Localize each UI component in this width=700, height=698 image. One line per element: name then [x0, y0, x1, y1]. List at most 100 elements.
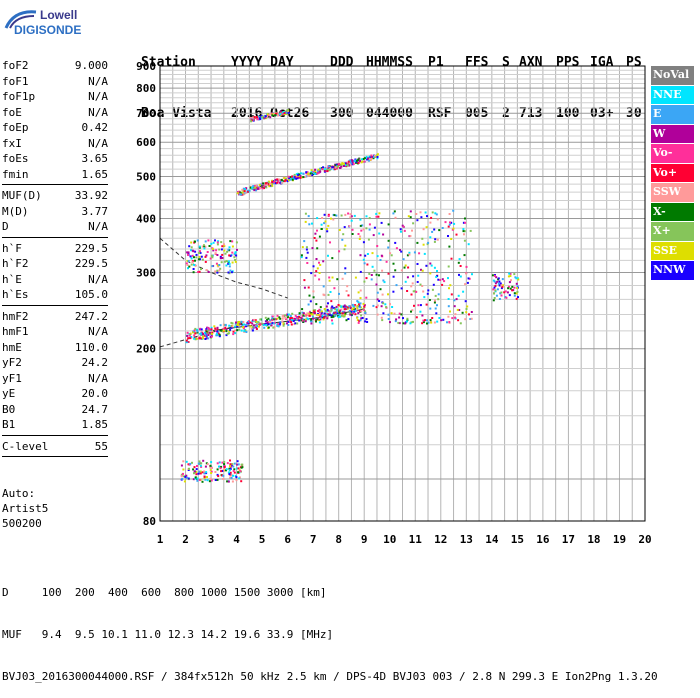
echo-point [183, 475, 185, 478]
echo-point [269, 323, 272, 325]
param-name: h`Es [2, 288, 29, 301]
echo-point [218, 461, 221, 464]
echo-point [216, 264, 219, 267]
echo-point [351, 308, 354, 311]
echo-point [255, 320, 258, 323]
echo-point [265, 320, 268, 323]
echo-point [372, 234, 375, 237]
echo-point [209, 469, 212, 472]
echo-point [239, 191, 242, 194]
echo-point [204, 255, 207, 258]
echo-point [301, 319, 304, 322]
echo-point [180, 475, 183, 478]
echo-point [435, 312, 438, 315]
echo-point [222, 243, 225, 246]
y-tick-label: 900 [136, 60, 156, 73]
echo-point [182, 468, 185, 471]
echo-point [222, 327, 225, 330]
echo-point [204, 333, 207, 336]
echo-point [403, 266, 406, 269]
echo-point [420, 216, 423, 219]
echo-point [218, 248, 221, 251]
echo-point [336, 312, 339, 314]
echo-point [318, 308, 321, 311]
echo-point [207, 271, 210, 273]
echo-point [315, 239, 318, 242]
echo-point [236, 324, 239, 326]
echo-point [212, 249, 215, 252]
echo-point [338, 313, 341, 316]
echo-point [392, 262, 395, 265]
echo-point [250, 120, 253, 123]
echo-point [358, 310, 361, 313]
echo-point [392, 290, 395, 293]
echo-point [199, 332, 202, 335]
echo-point [358, 303, 360, 306]
echo-point [209, 477, 212, 480]
param-value: N/A [88, 272, 108, 286]
echo-point [219, 467, 222, 470]
echo-point [249, 325, 252, 328]
echo-point [322, 285, 325, 288]
x-tick-label: 14 [485, 533, 499, 546]
echo-point [201, 335, 204, 338]
echo-point [395, 284, 398, 287]
auto-label: Auto: [2, 487, 36, 500]
echo-point [321, 311, 323, 314]
echo-point [327, 293, 330, 296]
echo-point [462, 221, 465, 224]
echo-point [236, 321, 239, 324]
echo-point [201, 480, 204, 483]
echo-point [300, 319, 303, 322]
file-info: BVJ03_2016300044000.RSF / 384fx512h 50 k… [2, 670, 658, 683]
echo-point [419, 211, 422, 214]
echo-point [447, 315, 450, 318]
echo-point [216, 330, 219, 333]
param-value: 1.85 [81, 418, 109, 431]
echo-point [222, 329, 225, 332]
echo-point [470, 311, 473, 313]
echo-point [327, 224, 330, 227]
echo-point [208, 245, 211, 247]
echo-point [241, 324, 244, 327]
echo-point [372, 156, 375, 158]
echo-point [467, 243, 470, 246]
echo-point [211, 256, 214, 259]
echo-point [359, 254, 362, 257]
echo-point [348, 309, 351, 312]
echo-point [211, 335, 213, 338]
echo-point [448, 213, 451, 215]
echo-point [365, 215, 368, 218]
echo-point [196, 330, 199, 333]
echo-point [502, 284, 504, 287]
echo-point [241, 188, 244, 191]
echo-point [318, 261, 320, 264]
echo-point [327, 254, 329, 257]
echo-point [517, 296, 519, 299]
echo-point [305, 175, 308, 178]
echo-point [413, 304, 415, 307]
echo-point [357, 321, 360, 324]
param-name: h`F2 [2, 257, 29, 270]
echo-point [206, 251, 209, 253]
echo-point [324, 220, 327, 223]
echo-point [363, 160, 366, 163]
x-tick-label: 5 [259, 533, 266, 546]
echo-point [235, 467, 238, 470]
echo-point [351, 303, 354, 306]
echo-point [357, 301, 360, 304]
echo-point [268, 114, 271, 116]
echo-point [437, 298, 440, 301]
echo-point [354, 313, 357, 316]
echo-point [314, 168, 317, 171]
echo-point [209, 335, 212, 338]
echo-point [220, 261, 223, 264]
echo-point [416, 281, 419, 283]
echo-point [221, 461, 224, 464]
echo-point [360, 158, 363, 161]
echo-point [237, 467, 240, 470]
y-tick-label: 200 [136, 343, 156, 356]
echo-point [227, 248, 230, 251]
echo-point [184, 475, 187, 478]
echo-point [450, 293, 453, 296]
